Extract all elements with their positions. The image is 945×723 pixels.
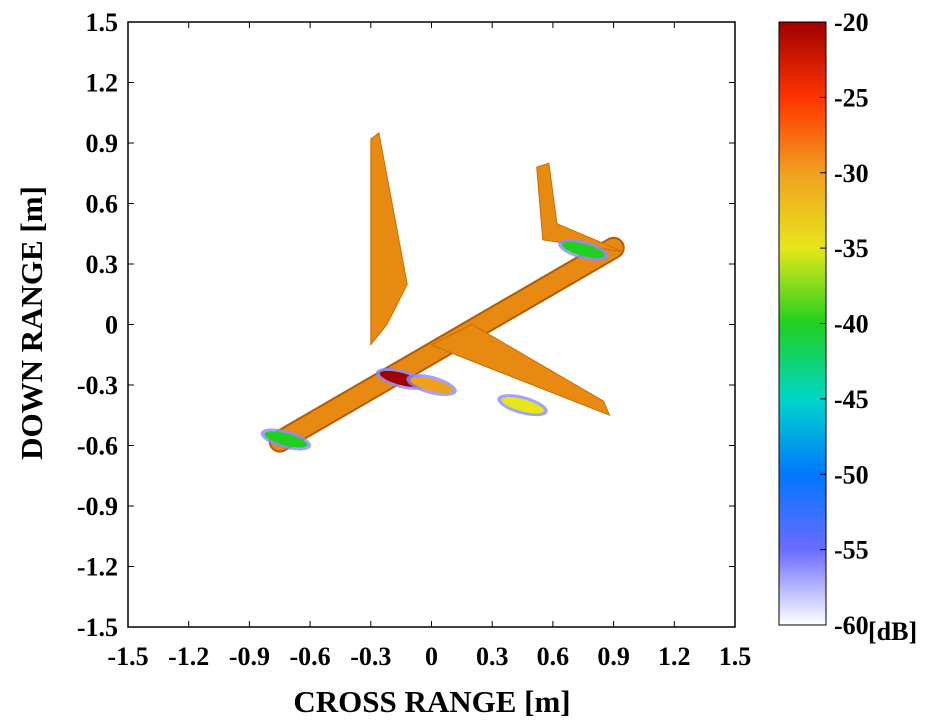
y-tick-label: 1.2 xyxy=(86,69,119,98)
x-tick-label: 0.6 xyxy=(537,642,570,671)
colorbar-tick-label: -35 xyxy=(834,234,869,263)
x-tick-label: -1.2 xyxy=(168,642,209,671)
y-tick-label: 0.9 xyxy=(86,129,119,158)
hotspot-6 xyxy=(501,397,544,414)
colorbar-tick-label: -55 xyxy=(834,536,869,565)
hotspot-5 xyxy=(410,376,453,394)
x-axis-ticks: -1.5 -1.2 -0.9 -0.6 -0.3 0 0.3 0.6 0.9 1.2 1.5 xyxy=(107,22,751,671)
colorbar-tick-label: -40 xyxy=(834,310,869,339)
y-tick-label: 0.3 xyxy=(86,250,119,279)
plot-background xyxy=(128,22,735,627)
y-tick-label: -0.3 xyxy=(77,371,118,400)
hotspot-8 xyxy=(264,431,308,448)
colorbar-tick-label: -45 xyxy=(834,385,869,414)
colorbar-unit-label: [dB] xyxy=(868,617,917,646)
y-tick-label: 1.5 xyxy=(86,8,119,37)
x-tick-label: -0.9 xyxy=(229,642,270,671)
y-axis-label: DOWN RANGE [m] xyxy=(14,186,49,460)
tail-3 xyxy=(536,162,624,253)
x-tick-label: -0.3 xyxy=(350,642,391,671)
wing-2 xyxy=(430,323,611,417)
colorbar-tick-label: -50 xyxy=(834,460,869,489)
x-tick-label: 1.5 xyxy=(719,642,752,671)
wing-1 xyxy=(370,132,408,347)
x-tick-label: -0.6 xyxy=(290,642,331,671)
colorbar-tick-label: -20 xyxy=(834,8,869,37)
hotspot-7 xyxy=(561,241,605,259)
y-tick-label: -1.2 xyxy=(77,553,118,582)
colorbar-tick-label: -60 xyxy=(834,611,869,640)
x-tick-label: 0 xyxy=(425,642,438,671)
y-tick-label: 0.6 xyxy=(86,190,119,219)
y-axis-ticks: 1.5 1.2 0.9 0.6 0.3 0 -0.3 -0.6 -0.9 -1.2 -1.5 xyxy=(77,8,735,642)
y-tick-label: -0.9 xyxy=(77,492,118,521)
plot-area xyxy=(127,21,736,628)
y-tick-label: 0 xyxy=(105,311,118,340)
x-tick-label: 1.2 xyxy=(658,642,691,671)
x-tick-label: 0.9 xyxy=(597,642,630,671)
colorbar-tick-label: -25 xyxy=(834,83,869,112)
y-tick-label: -1.5 xyxy=(77,613,118,642)
y-tick-label: -0.6 xyxy=(77,432,118,461)
x-axis-label: CROSS RANGE [m] xyxy=(293,684,570,719)
colorbar-tick-label: -30 xyxy=(834,159,869,188)
x-tick-label: 0.3 xyxy=(476,642,509,671)
colorbar: -20 -25 -30 -35 -40 -45 -50 -55 -60 xyxy=(778,8,869,640)
x-tick-label: -1.5 xyxy=(107,642,148,671)
colorbar-gradient xyxy=(778,21,827,626)
